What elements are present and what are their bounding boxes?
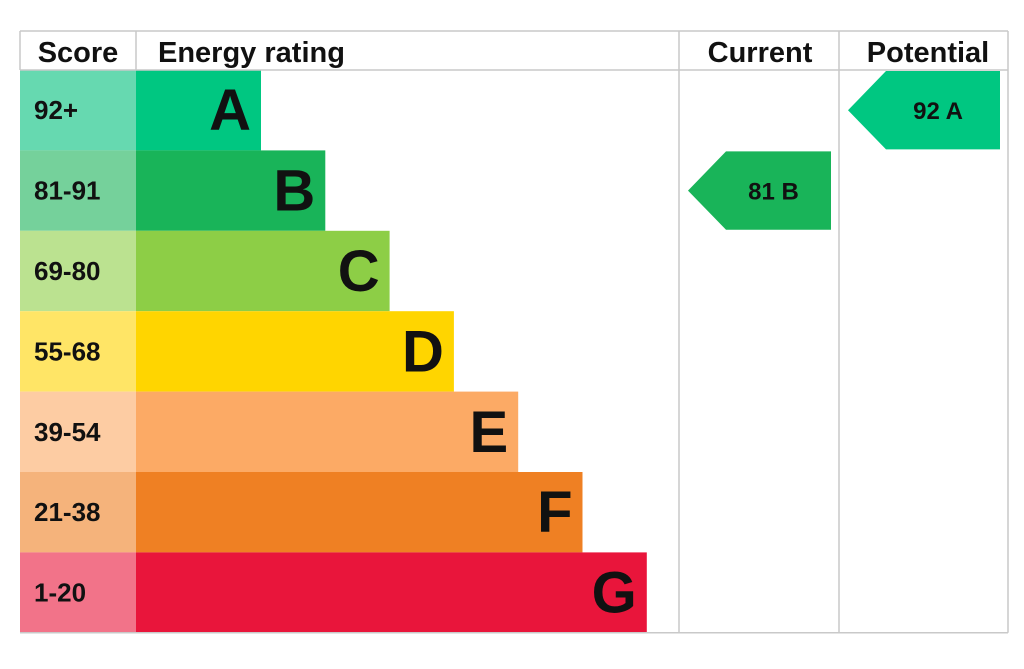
band-letter-e: E <box>470 400 509 465</box>
score-cell-d <box>20 311 136 392</box>
potential-rating-arrow <box>848 71 1000 150</box>
score-range-e: 39-54 <box>34 417 101 447</box>
score-range-c: 69-80 <box>34 256 101 286</box>
potential-column-header: Potential <box>867 37 989 69</box>
table-grid <box>19 30 1009 634</box>
score-column-header: Score <box>38 37 119 69</box>
band-letter-f: F <box>537 480 572 545</box>
band-bar-a <box>136 70 261 151</box>
band-letter-g: G <box>592 561 637 626</box>
score-cell-b <box>20 150 136 231</box>
band-bar-b <box>136 150 326 231</box>
band-bar-g <box>136 552 647 633</box>
current-rating-label: 81 B <box>748 179 799 206</box>
score-cell-g <box>20 552 136 633</box>
score-cell-e <box>20 391 136 472</box>
rating-arrows: 81 B 92 A <box>688 71 1000 230</box>
energy-rating-column-header: Energy rating <box>158 37 345 69</box>
score-range-g: 1-20 <box>34 578 86 608</box>
band-letter-d: D <box>402 319 444 384</box>
score-cell-c <box>20 230 136 312</box>
score-cell-f <box>20 472 136 553</box>
score-cell-a <box>20 70 136 151</box>
potential-rating-label: 92 A <box>913 98 963 125</box>
band-bar-d <box>136 311 454 392</box>
score-range-a: 92+ <box>34 95 78 125</box>
band-bar-f <box>136 472 583 553</box>
band-letter-c: C <box>338 239 380 304</box>
band-bar-e <box>136 391 519 472</box>
band-letter-b: B <box>273 159 315 224</box>
band-letter-a: A <box>209 78 251 143</box>
current-rating-arrow <box>688 151 831 230</box>
score-range-d: 55-68 <box>34 336 101 366</box>
band-bar-c <box>136 230 390 312</box>
rating-bands: 92+ A 81-91 B 69-80 C 55-68 D 39-54 E 21-38 F 1-20 G <box>20 70 647 633</box>
score-range-f: 21-38 <box>34 497 101 527</box>
score-range-b: 81-91 <box>34 176 101 206</box>
current-column-header: Current <box>708 37 813 69</box>
